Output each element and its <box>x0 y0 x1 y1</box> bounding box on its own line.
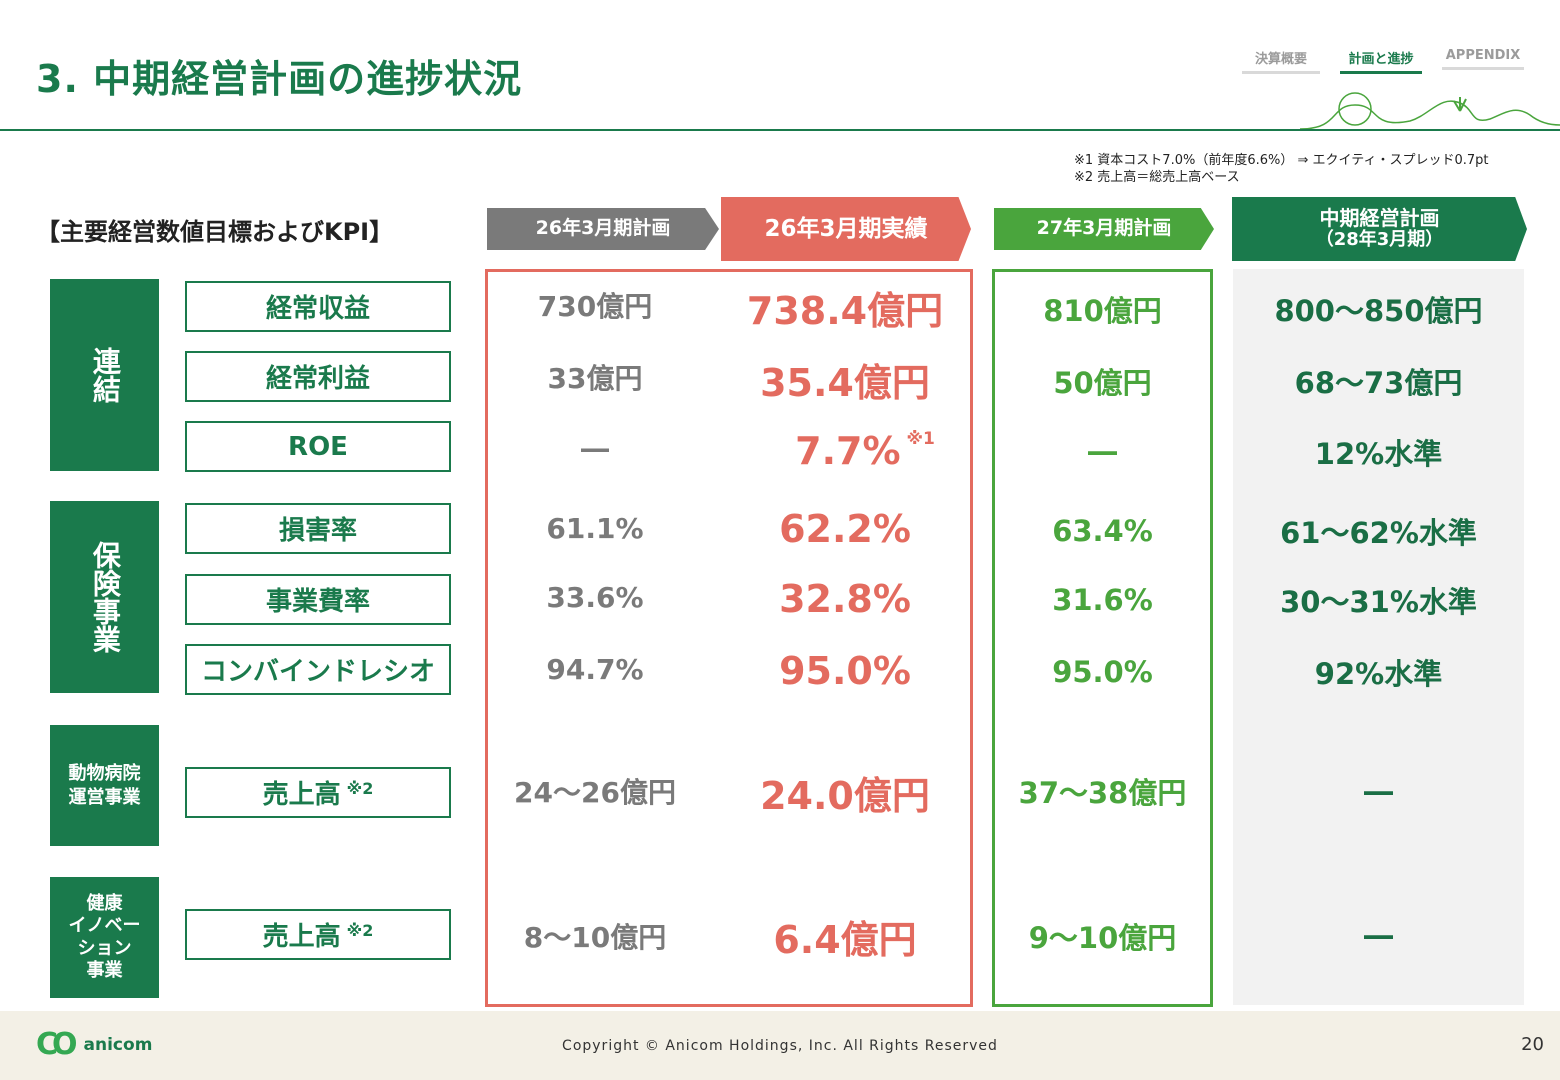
metric-label: 事業費率 <box>265 587 370 617</box>
decorative-line-illustration <box>1300 92 1560 130</box>
metric-label: 経常利益 <box>265 364 370 394</box>
tab-plan-progress[interactable]: 計画と進捗 <box>1340 48 1422 74</box>
footnote-marker-1: ※1 <box>906 429 935 449</box>
metric-loss-ratio: 損害率 <box>185 503 451 554</box>
column-header-midterm: 中期経営計画 （28年3月期） <box>1232 197 1527 261</box>
value-plan27: 37～38億円 <box>1018 776 1187 810</box>
value-midterm: ― <box>1364 918 1393 952</box>
value-plan27: ― <box>1088 434 1117 468</box>
section-title: 【主要経営数値目標およびKPI】 <box>36 218 394 246</box>
category-insurance: 保険事業 <box>50 501 159 693</box>
value-actual26-roe: 7.7% ※1 <box>740 425 990 477</box>
category-consolidated: 連結 <box>50 279 159 471</box>
logo-text: anicom <box>83 1035 153 1055</box>
metric-expense-ratio: 事業費率 <box>185 574 451 625</box>
category-health-innovation: 健康 イノベー ション 事業 <box>50 877 159 998</box>
midterm-header-line2: （28年3月期） <box>1315 229 1444 251</box>
metric-label: 売上高 <box>262 780 341 810</box>
page-title: 3. 中期経営計画の進捗状況 <box>36 57 523 101</box>
value-plan26: 33億円 <box>547 362 643 395</box>
value-plan27: 9～10億円 <box>1028 921 1177 955</box>
category-health-line3: ション <box>77 937 132 959</box>
value-midterm: 30～31%水準 <box>1280 585 1477 619</box>
value-midterm: 61～62%水準 <box>1280 516 1477 550</box>
actual-column-frame <box>485 269 973 1007</box>
value-plan27: 31.6% <box>1052 583 1153 617</box>
company-logo: CO anicom <box>36 1030 152 1060</box>
tab-appendix[interactable]: APPENDIX <box>1442 48 1524 70</box>
value-plan26: 730億円 <box>537 289 653 323</box>
plan27-column-frame <box>992 269 1213 1007</box>
value-midterm: 92%水準 <box>1314 657 1443 691</box>
metric-health-sales: 売上高 ※2 <box>185 909 451 960</box>
metric-hospital-sales: 売上高 ※2 <box>185 767 451 818</box>
metric-combined-ratio: コンバインドレシオ <box>185 644 451 695</box>
category-health-line4: 事業 <box>86 960 123 981</box>
category-health-line1: 健康 <box>86 892 123 914</box>
value-actual26: 24.0億円 <box>760 773 930 818</box>
page-number: 20 <box>1521 1034 1544 1055</box>
value-actual26: 35.4億円 <box>760 360 930 405</box>
value-midterm: ― <box>1364 774 1393 808</box>
metric-label: 経常収益 <box>265 294 370 324</box>
logo-mark-icon: CO <box>36 1027 77 1062</box>
midterm-column-background <box>1233 269 1524 1005</box>
header-divider <box>0 129 1560 131</box>
value-actual26: 738.4億円 <box>746 288 944 333</box>
value-plan26: 61.1% <box>546 511 644 545</box>
value-plan27: 810億円 <box>1043 294 1162 328</box>
footnote-marker-2: ※2 <box>346 779 374 798</box>
value-midterm: 12%水準 <box>1314 437 1443 471</box>
category-hospital-line2: 運営事業 <box>68 786 141 808</box>
value-plan26: 24～26億円 <box>514 776 676 809</box>
value-plan26: 8～10億円 <box>523 921 667 954</box>
category-health-line2: イノベー <box>68 915 141 936</box>
column-header-actual-26: 26年3月期実績 <box>721 197 971 261</box>
metric-label: 損害率 <box>278 516 357 546</box>
value-plan27: 50億円 <box>1053 366 1152 400</box>
value-plan27: 95.0% <box>1052 655 1153 689</box>
copyright-text: Copyright © Anicom Holdings, Inc. All Ri… <box>562 1038 998 1054</box>
metric-roe: ROE <box>185 421 451 472</box>
value-actual26: 6.4億円 <box>773 917 917 962</box>
footer-bar <box>0 1011 1560 1080</box>
value-plan26: 33.6% <box>546 580 644 614</box>
footnote-1: ※1 資本コスト7.0%（前年度6.6%） ⇒ エクイティ・スプレッド0.7pt <box>1074 153 1489 168</box>
value-actual26: 32.8% <box>779 577 911 621</box>
midterm-header-line1: 中期経営計画 <box>1319 206 1440 231</box>
footnote-marker-2: ※2 <box>346 921 374 940</box>
category-hospital: 動物病院 運営事業 <box>50 725 159 846</box>
value-plan26: 94.7% <box>546 652 644 686</box>
column-header-plan-27: 27年3月期計画 <box>994 208 1214 250</box>
value-plan27: 63.4% <box>1052 514 1153 548</box>
metric-ordinary-profit: 経常利益 <box>185 351 451 402</box>
metric-label: コンバインドレシオ <box>200 657 435 687</box>
category-hospital-line1: 動物病院 <box>68 763 141 785</box>
value-midterm: 800～850億円 <box>1274 294 1483 328</box>
metric-label: ROE <box>288 431 348 462</box>
value-actual26: 62.2% <box>779 507 911 551</box>
category-consolidated-label: 連結 <box>88 347 122 403</box>
column-header-plan-26: 26年3月期計画 <box>487 208 719 250</box>
category-insurance-label: 保険事業 <box>88 541 122 653</box>
tab-summary[interactable]: 決算概要 <box>1242 48 1320 74</box>
metric-ordinary-revenue: 経常収益 <box>185 281 451 332</box>
value-midterm: 68～73億円 <box>1294 366 1463 400</box>
metric-label: 売上高 <box>262 922 341 952</box>
footnote-2: ※2 売上高＝総売上高ベース <box>1074 170 1240 185</box>
value-actual26: 95.0% <box>779 649 911 693</box>
value-plan26: ― <box>581 431 609 465</box>
value-actual26: 7.7% <box>795 429 901 473</box>
